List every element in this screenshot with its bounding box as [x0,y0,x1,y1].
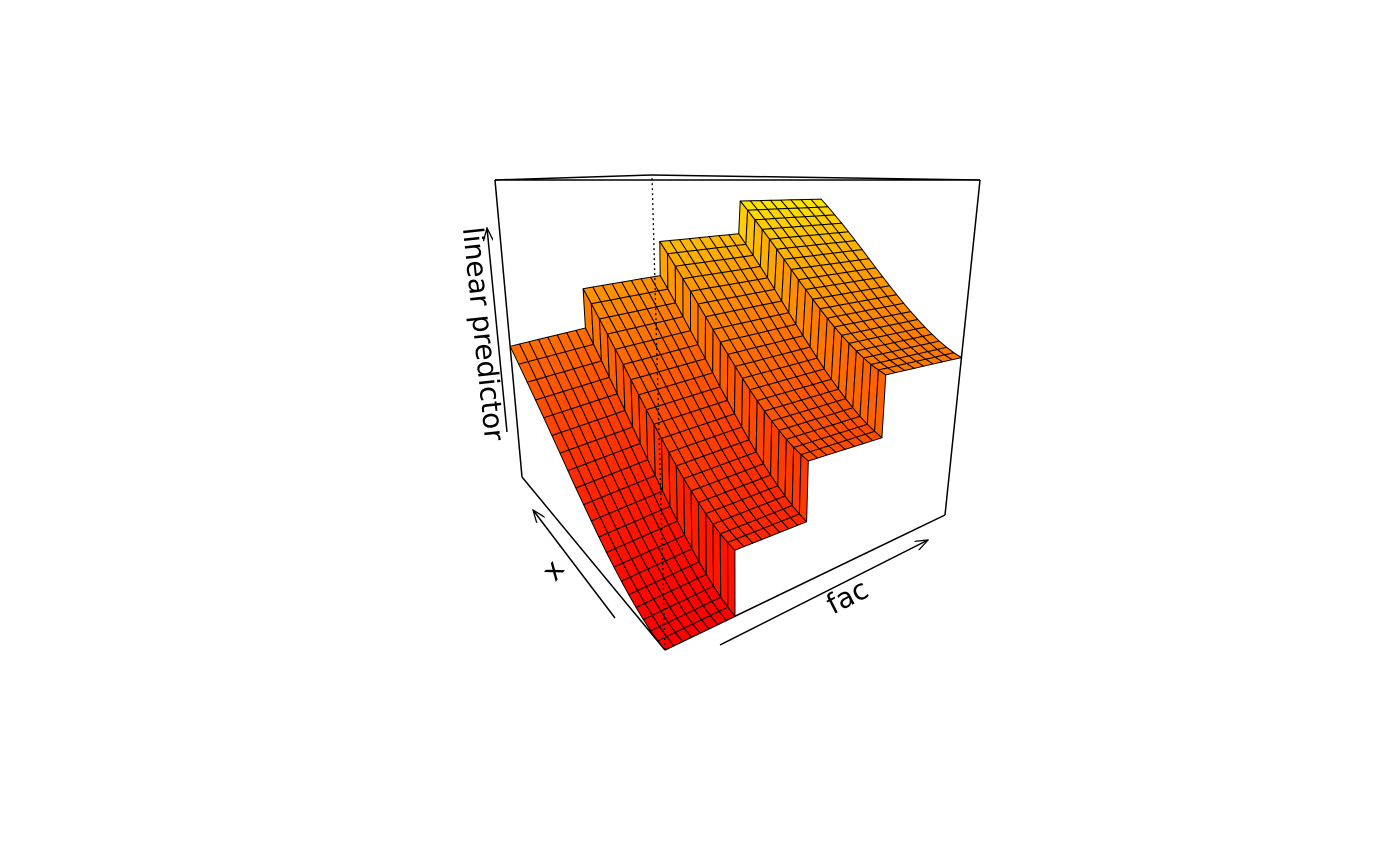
fac-axis-arrow [719,540,928,646]
step-wall [712,523,722,598]
z-axis-label: linear predictor [456,225,511,442]
x-axis-arrow [533,510,616,619]
fac-axis-label: fac [821,572,874,621]
step-wall [798,454,809,523]
box-edge [944,179,981,516]
x-axis-label: x [535,553,571,586]
box-edge [494,179,523,478]
surface-facet [657,636,675,651]
z-axis-arrow [487,228,508,433]
surface [509,198,962,651]
step-wall [727,542,736,617]
box-edge [521,476,666,651]
box-edge [651,174,981,181]
box [494,174,981,651]
step-wall [719,533,729,608]
hidden-edge [651,174,666,651]
box-edge [494,174,653,181]
